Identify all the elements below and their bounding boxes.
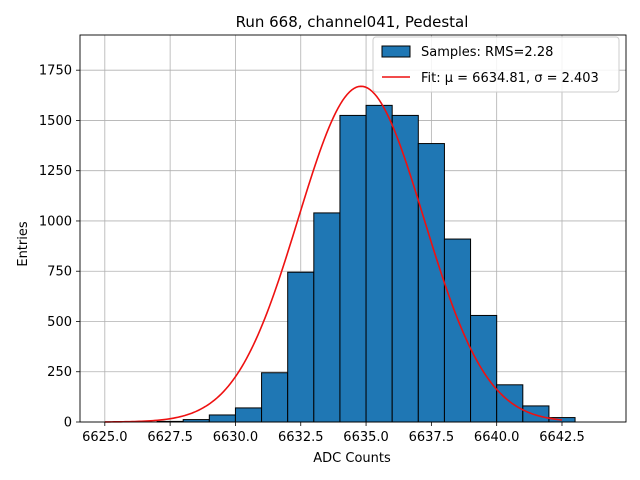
legend-swatch-samples <box>381 45 411 58</box>
x-tick-label: 6630.0 <box>213 430 259 445</box>
histogram-bar <box>522 405 550 423</box>
x-tick-label: 6625.0 <box>82 430 128 445</box>
histogram-bar <box>365 104 393 423</box>
fit-curve <box>104 85 563 423</box>
y-tick-label: 1250 <box>39 164 72 179</box>
legend: Samples: RMS=2.28 Fit: μ = 6634.81, σ = … <box>372 36 620 93</box>
x-axis-label: ADC Counts <box>313 451 391 466</box>
legend-label-fit: Fit: μ = 6634.81, σ = 2.403 <box>421 71 599 86</box>
x-axis-ticks: 6625.0 6627.5 6630.0 6632.5 6635.0 6637.5 6640… <box>82 422 585 445</box>
chart-title: Run 668, channel041, Pedestal <box>236 13 469 31</box>
histogram-bar <box>443 238 472 423</box>
x-tick-label: 6642.5 <box>539 430 585 445</box>
y-tick-label: 500 <box>47 315 72 330</box>
x-tick-label: 6637.5 <box>409 430 455 445</box>
y-tick-label: 750 <box>47 265 72 280</box>
histogram-bar <box>234 407 263 423</box>
histogram-bar <box>470 314 498 423</box>
y-tick-label: 1000 <box>39 214 72 229</box>
histogram-bar <box>417 143 445 423</box>
y-axis-ticks: 0 250 500 750 1000 1250 1500 1750 <box>39 64 80 431</box>
histogram-bar <box>313 212 341 423</box>
histogram-bars <box>156 104 576 423</box>
x-tick-label: 6627.5 <box>147 430 193 445</box>
legend-box <box>372 36 620 93</box>
y-tick-label: 1500 <box>39 114 72 129</box>
histogram-bar <box>261 372 289 423</box>
x-tick-label: 6640.0 <box>474 430 520 445</box>
y-tick-label: 1750 <box>39 64 72 79</box>
histogram-bar <box>496 384 524 423</box>
x-tick-label: 6632.5 <box>278 430 324 445</box>
y-tick-label: 250 <box>47 365 72 380</box>
histogram-bar <box>339 114 367 423</box>
x-tick-label: 6635.0 <box>343 430 389 445</box>
y-axis-label: Entries <box>16 221 31 267</box>
y-tick-label: 0 <box>64 416 72 431</box>
legend-label-samples: Samples: RMS=2.28 <box>421 45 553 60</box>
histogram-bar <box>287 271 315 423</box>
histogram-bar <box>208 414 236 423</box>
plot-area-frame <box>79 34 627 423</box>
